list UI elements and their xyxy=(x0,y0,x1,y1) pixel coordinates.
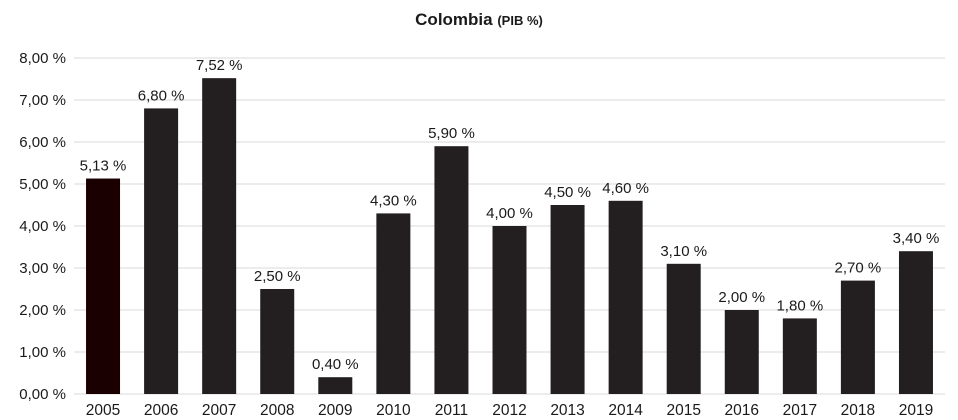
bar-2011 xyxy=(434,146,468,394)
bar-2010 xyxy=(376,213,410,394)
y-tick-label: 5,00 % xyxy=(19,176,66,193)
data-label-2006: 6,80 % xyxy=(138,87,185,104)
x-tick-label-2019: 2019 xyxy=(899,402,933,419)
data-label-2017: 1,80 % xyxy=(776,297,823,314)
x-tick-label-2015: 2015 xyxy=(666,402,700,419)
y-tick-label: 6,00 % xyxy=(19,134,66,151)
x-tick-label-2005: 2005 xyxy=(86,402,120,419)
y-tick-label: 7,00 % xyxy=(19,92,66,109)
data-label-2005: 5,13 % xyxy=(80,158,127,175)
x-tick-label-2018: 2018 xyxy=(841,402,875,419)
x-tick-label-2017: 2017 xyxy=(783,402,817,419)
data-label-2009: 0,40 % xyxy=(312,356,359,373)
x-tick-label-2009: 2009 xyxy=(318,402,352,419)
y-axis-ticks: 0,00 % 1,00 % 2,00 % 3,00 % 4,00 % 5,00 % 6,00… xyxy=(19,50,66,403)
data-label-2013: 4,50 % xyxy=(544,184,591,201)
x-tick-label-2010: 2010 xyxy=(376,402,411,419)
x-tick-label-2011: 2011 xyxy=(435,402,468,419)
data-label-2018: 2,70 % xyxy=(835,260,882,277)
x-tick-label-2012: 2012 xyxy=(492,402,526,419)
y-tick-label: 4,00 % xyxy=(19,218,66,235)
bar-2008 xyxy=(260,289,294,394)
bar-2016 xyxy=(725,310,759,394)
bar-2018 xyxy=(841,281,875,394)
data-label-2011: 5,90 % xyxy=(428,125,475,142)
data-label-2015: 3,10 % xyxy=(660,243,707,260)
chart-title: Colombia (PIB %) xyxy=(415,10,543,29)
bar-2014 xyxy=(609,201,643,394)
y-tick-label: 8,00 % xyxy=(19,50,66,67)
bar-2019 xyxy=(899,251,933,394)
y-tick-label: 3,00 % xyxy=(19,260,66,277)
bar-2007 xyxy=(202,78,236,394)
data-label-2007: 7,52 % xyxy=(196,57,243,74)
x-tick-label-2008: 2008 xyxy=(260,402,294,419)
data-label-2014: 4,60 % xyxy=(602,180,649,197)
x-tick-label-2014: 2014 xyxy=(608,402,643,419)
data-label-2016: 2,00 % xyxy=(718,289,765,306)
y-tick-label: 0,00 % xyxy=(19,386,66,403)
x-axis-ticks: 2005 2006 2007 2008 2009 2010 2011 2012 2013 2014… xyxy=(86,402,933,419)
bars xyxy=(86,78,933,394)
data-label-2010: 4,30 % xyxy=(370,192,417,209)
y-tick-label: 2,00 % xyxy=(19,302,66,319)
x-tick-label-2006: 2006 xyxy=(144,402,178,419)
bar-2012 xyxy=(493,226,527,394)
x-tick-label-2007: 2007 xyxy=(202,402,236,419)
bar-2009 xyxy=(318,377,352,394)
bar-2013 xyxy=(551,205,585,394)
bar-2006 xyxy=(144,108,178,394)
data-label-2019: 3,40 % xyxy=(893,230,940,247)
bar-2017 xyxy=(783,318,817,394)
chart-title-suffix: (PIB %) xyxy=(497,13,543,28)
x-tick-label-2013: 2013 xyxy=(550,402,584,419)
y-tick-label: 1,00 % xyxy=(19,344,66,361)
bar-2005 xyxy=(86,179,120,394)
chart-title-main: Colombia xyxy=(415,10,493,29)
data-label-2008: 2,50 % xyxy=(254,268,301,285)
bar-2015 xyxy=(667,264,701,394)
x-tick-label-2016: 2016 xyxy=(725,402,759,419)
data-label-2012: 4,00 % xyxy=(486,205,533,222)
